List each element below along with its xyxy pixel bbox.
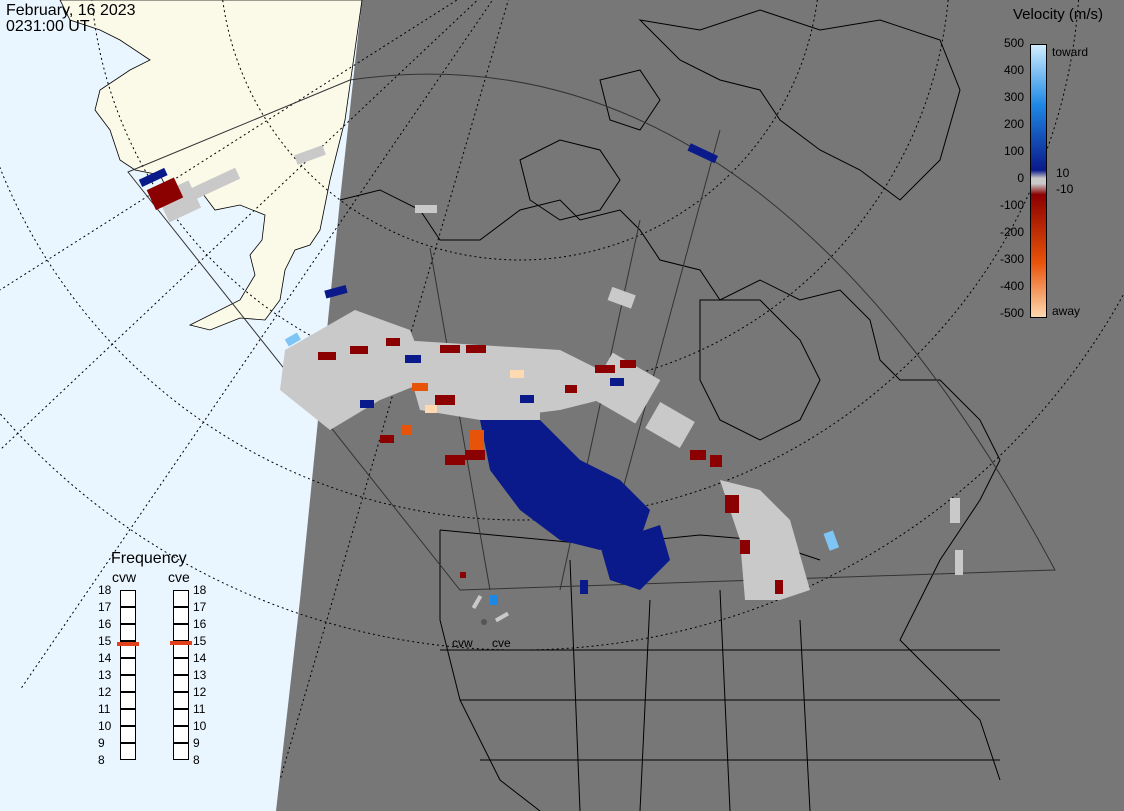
site-label-cvw: cvw <box>452 636 473 650</box>
velocity-toward <box>138 143 719 594</box>
legend-tick-label: 100 <box>1003 144 1024 158</box>
legend-tick-label: -100 <box>999 198 1024 212</box>
frequency-cell <box>120 709 136 726</box>
frequency-tick-label: 14 <box>98 651 112 665</box>
legend-colorbar <box>1030 44 1047 318</box>
frequency-cell <box>120 675 136 692</box>
frequency-cell <box>173 658 189 675</box>
frequency-cell <box>173 692 189 709</box>
velocity-away-mid <box>402 383 484 450</box>
legend-title: Velocity (m/s) <box>1013 6 1104 23</box>
legend-tick-label: 0 <box>1017 171 1024 185</box>
ground-scatter <box>156 145 963 600</box>
legend-inner-pos: 10 <box>1056 166 1070 180</box>
radar-sites <box>471 594 510 625</box>
frequency-tick-label: 8 <box>193 753 200 767</box>
frequency-cell <box>173 709 189 726</box>
legend-away-label: away <box>1052 304 1081 318</box>
legend-tick-label: 500 <box>1003 36 1024 50</box>
frequency-cell <box>120 624 136 641</box>
frequency-title: Frequency <box>111 550 187 567</box>
frequency-tick-label: 10 <box>193 719 207 733</box>
frequency-panel: Frequency cvw cve 18 17 16 15 14 13 12 11 10 9 8 18… <box>90 548 220 773</box>
velocity-toward-light <box>284 332 840 551</box>
frequency-tick-label: 13 <box>193 668 207 682</box>
site-label-cve: cve <box>492 636 511 650</box>
frequency-tick-label: 11 <box>193 702 206 716</box>
frequency-cell <box>120 658 136 675</box>
frequency-tick-label: 17 <box>193 600 207 614</box>
legend-inner-neg: -10 <box>1056 182 1074 196</box>
sunlit-land <box>59 0 363 331</box>
legend-tick-label: -400 <box>999 279 1024 293</box>
frequency-cell <box>173 675 189 692</box>
legend-tick-label: -200 <box>999 225 1024 239</box>
frequency-cell <box>173 743 189 760</box>
frequency-cell <box>120 692 136 709</box>
frequency-marker <box>170 640 192 645</box>
frequency-tick-label: 12 <box>193 685 207 699</box>
legend-tick-label: 200 <box>1003 117 1024 131</box>
frequency-radar-cve: cve <box>168 569 190 585</box>
frequency-tick-label: 12 <box>98 685 112 699</box>
frequency-cell <box>173 726 189 743</box>
frequency-tick-label: 16 <box>98 617 112 631</box>
frequency-tick-label: 8 <box>98 753 105 767</box>
legend-tick-label: -300 <box>999 252 1024 266</box>
frequency-tick-label: 9 <box>98 736 105 750</box>
frequency-cell <box>173 590 189 607</box>
frequency-radar-cvw: cvw <box>112 569 137 585</box>
velocity-legend: Velocity (m/s) 500 400 300 200 100 0 -100 -200 -… <box>1000 0 1124 330</box>
frequency-cell <box>120 743 136 760</box>
frequency-tick-label: 11 <box>98 702 111 716</box>
legend-tick-label: 400 <box>1003 63 1024 77</box>
frequency-cell <box>173 607 189 624</box>
frequency-cell <box>173 624 189 641</box>
frequency-tick-label: 18 <box>193 583 207 597</box>
time-label: 0231:00 UT <box>6 18 90 35</box>
velocity-away-light <box>425 370 524 413</box>
frequency-cell <box>120 590 136 607</box>
legend-tick-label: 300 <box>1003 90 1024 104</box>
frequency-tick-label: 14 <box>193 651 207 665</box>
frequency-tick-label: 10 <box>98 719 112 733</box>
legend-toward-label: toward <box>1052 45 1089 59</box>
velocity-away <box>146 177 783 594</box>
frequency-tick-label: 18 <box>98 583 112 597</box>
frequency-tick-label: 13 <box>98 668 112 682</box>
frequency-tick-label: 15 <box>193 634 207 648</box>
frequency-cell <box>120 607 136 624</box>
frequency-marker <box>117 642 139 647</box>
frequency-tick-label: 9 <box>193 736 200 750</box>
legend-tick-label: -500 <box>999 306 1024 320</box>
frequency-tick-label: 17 <box>98 600 112 614</box>
frequency-tick-label: 16 <box>193 617 207 631</box>
frequency-tick-label: 15 <box>98 634 112 648</box>
night-terminator-region <box>276 0 1124 811</box>
date-label: February, 16 2023 <box>6 2 136 19</box>
frequency-cell <box>120 726 136 743</box>
coastlines <box>339 9 1001 811</box>
